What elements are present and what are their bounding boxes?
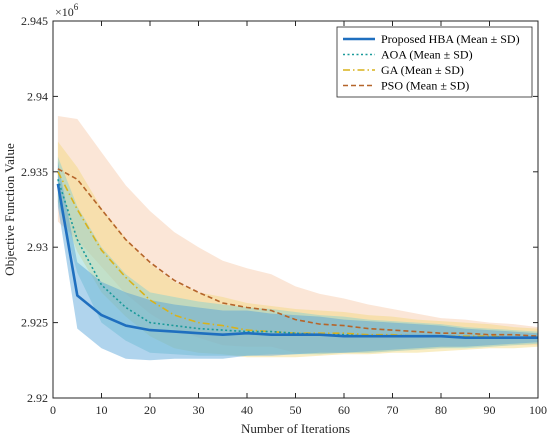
series-line-0 [56,183,538,340]
sd-band-3 [57,116,538,355]
x-tick-label: 60 [338,403,350,417]
legend-label-3: PSO (Mean ± SD) [381,79,469,93]
y-tick-label: 2.935 [21,165,48,179]
legend-label-1: AOA (Mean ± SD) [381,48,473,62]
legend: Proposed HBA (Mean ± SD) AOA (Mean ± SD)G… [336,26,533,98]
y-exponent-power: 6 [74,2,79,12]
sd-band-1 [57,156,538,356]
x-axis-label: Number of Iterations [241,421,350,436]
x-tick-label: 100 [529,403,547,417]
sd-band-2 [57,141,538,358]
y-exponent-label: ×106 [55,2,79,19]
series-line-2 [57,171,538,339]
mean-lines-layer [56,168,538,340]
y-tick-label: 2.94 [27,89,48,103]
y-tick-label: 2.945 [21,14,48,28]
y-exponent-base: ×10 [55,5,74,19]
x-tick-label: 50 [290,403,302,417]
y-tick-label: 2.925 [21,316,48,330]
y-tick-label: 2.92 [27,391,48,405]
legend-label-0: Proposed HBA (Mean ± SD) [381,32,520,46]
sd-bands-layer [57,116,538,361]
y-tick-label: 2.93 [27,240,48,254]
y-axis-label: Objective Function Value [2,143,17,276]
sd-band-0 [57,161,538,361]
x-tick-label: 40 [241,403,253,417]
ticks-layer: 0 10 20 30 40 50 60 70 80 90 100 2.92 2.925 2.93 2.935… [21,14,547,417]
x-tick-label: 30 [193,403,205,417]
x-tick-label: 90 [484,403,496,417]
series-line-3 [57,168,538,337]
x-tick-label: 70 [387,403,399,417]
legend-label-2: GA (Mean ± SD) [381,63,464,77]
x-tick-label: 10 [96,403,108,417]
x-tick-label: 20 [144,403,156,417]
x-tick-label: 80 [435,403,447,417]
x-tick-label: 0 [50,403,56,417]
